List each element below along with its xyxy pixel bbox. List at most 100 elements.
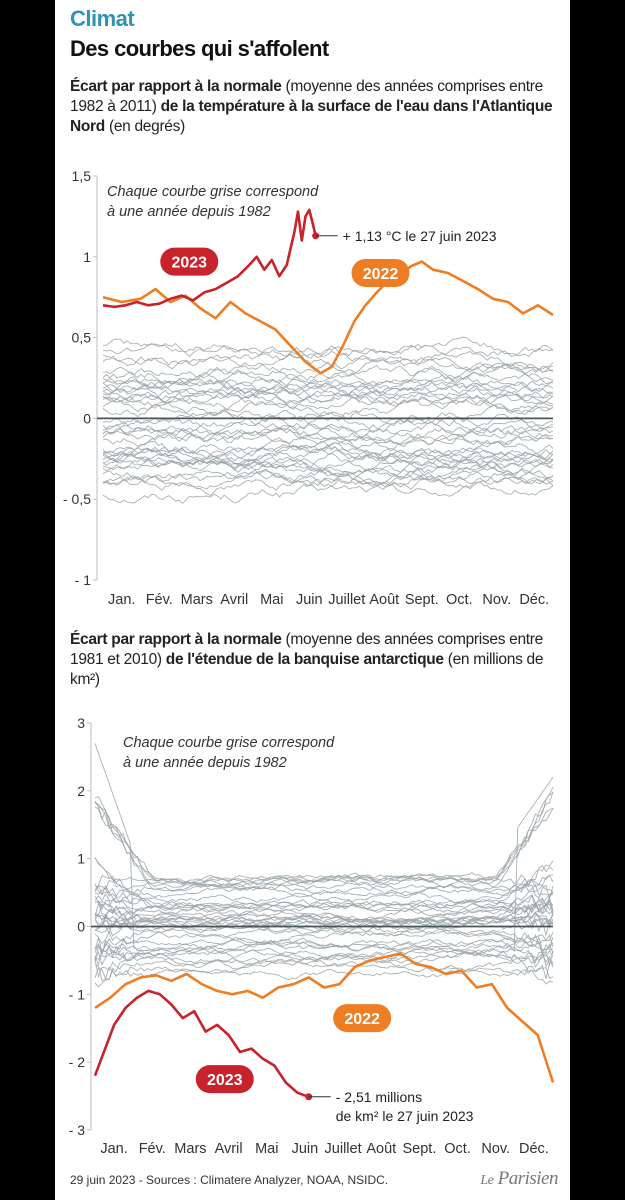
background-year-curve bbox=[102, 353, 554, 374]
series-label-text: 2022 bbox=[363, 266, 399, 283]
background-year-curve bbox=[94, 787, 554, 885]
y-tick-label: 3 bbox=[77, 715, 85, 731]
background-year-curve bbox=[102, 456, 554, 481]
x-tick-label: Mai bbox=[255, 1141, 278, 1157]
background-year-curve bbox=[94, 891, 554, 909]
background-year-curve bbox=[94, 883, 554, 921]
background-year-curve bbox=[94, 872, 553, 891]
chart2-subtitle: Écart par rapport à la normale (moyenne … bbox=[70, 630, 560, 690]
background-year-curve bbox=[102, 444, 554, 466]
series-label-text: 2023 bbox=[207, 1072, 243, 1089]
background-year-curve bbox=[94, 792, 554, 886]
y-tick-label: - 1 bbox=[75, 572, 92, 588]
annotation-text: - 2,51 millions bbox=[336, 1089, 422, 1105]
background-year-curve bbox=[94, 876, 554, 901]
background-year-curves bbox=[94, 743, 554, 988]
le-parisien-logo: Le Parisien bbox=[480, 1168, 558, 1190]
series-label-pill bbox=[333, 1004, 392, 1033]
background-year-curve bbox=[102, 469, 554, 490]
x-tick-label: Août bbox=[369, 592, 399, 608]
x-tick-label: Juillet bbox=[325, 1141, 362, 1157]
y-tick-label: - 2 bbox=[69, 1054, 86, 1070]
background-year-curve bbox=[94, 857, 554, 911]
logo-name: Parisien bbox=[497, 1168, 559, 1189]
background-year-curve bbox=[94, 915, 554, 936]
background-year-curve bbox=[94, 911, 554, 929]
background-year-curve bbox=[94, 901, 554, 926]
sst-anomaly-chart: - 1 - 0,5 0 0,5 1 1,5 Chaque courbe grise corr… bbox=[63, 168, 554, 608]
background-year-curve bbox=[94, 926, 554, 951]
background-year-curve bbox=[102, 371, 554, 396]
x-tick-label: Fév. bbox=[146, 592, 173, 608]
background-year-curve bbox=[102, 416, 554, 439]
chart1-subtitle: Écart par rapport à la normale (moyenne … bbox=[70, 77, 560, 137]
x-tick-label: Oct. bbox=[444, 1141, 471, 1157]
x-tick-label: Sept. bbox=[402, 1141, 436, 1157]
chart1-subtitle-bold-3: de la température à la surface de l'eau … bbox=[70, 98, 553, 135]
x-tick-label: Déc. bbox=[519, 1141, 549, 1157]
x-tick-label: Avril bbox=[220, 592, 248, 608]
series-label-pill bbox=[195, 1065, 254, 1094]
x-tick-label: Juin bbox=[292, 1141, 319, 1157]
background-year-curve bbox=[102, 448, 554, 470]
annotation-text: de km² le 27 juin 2023 bbox=[336, 1108, 474, 1124]
x-tick-label: Oct. bbox=[446, 592, 473, 608]
chart-note-line: à une année depuis 1982 bbox=[123, 755, 287, 771]
background-year-curve bbox=[102, 468, 554, 491]
chart-note-line: à une année depuis 1982 bbox=[107, 204, 271, 220]
background-year-curve bbox=[94, 947, 554, 968]
x-tick-label: Août bbox=[366, 1141, 396, 1157]
x-tick-label: Juillet bbox=[328, 592, 365, 608]
background-year-curve bbox=[94, 951, 554, 979]
x-tick-label: Jan. bbox=[108, 592, 135, 608]
annotation-text: + 1,13 °C le 27 juin 2023 bbox=[343, 228, 497, 244]
background-year-curve bbox=[94, 935, 554, 955]
y-tick-label: 0 bbox=[77, 919, 85, 935]
background-year-curve bbox=[102, 375, 554, 400]
background-year-curve bbox=[102, 453, 554, 473]
background-year-curve bbox=[94, 882, 554, 900]
y-tick-label: 1 bbox=[83, 249, 91, 265]
x-tick-label: Avril bbox=[215, 1141, 243, 1157]
x-tick-label: Jan. bbox=[100, 1141, 127, 1157]
chart2-subtitle-text-4: (en millions de km²) bbox=[70, 651, 544, 688]
background-year-curve bbox=[102, 468, 554, 497]
y-tick-label: 0 bbox=[83, 410, 91, 426]
background-year-curve bbox=[102, 376, 554, 398]
topic-label: Climat bbox=[70, 6, 135, 31]
background-year-curve bbox=[94, 743, 554, 951]
y-tick-label: 1,5 bbox=[72, 168, 92, 184]
background-year-curve bbox=[94, 949, 554, 966]
background-year-curve bbox=[102, 440, 554, 466]
x-tick-label: Fév. bbox=[139, 1141, 166, 1157]
y-tick-label: - 3 bbox=[69, 1122, 86, 1138]
x-tick-label: Sept. bbox=[405, 592, 439, 608]
logo-le: Le bbox=[480, 1173, 494, 1188]
chart2-subtitle-text-2: (moyenne des années comprises entre 1981… bbox=[70, 631, 543, 668]
chart2-subtitle-bold-3: de l'étendue de la banquise antarctique bbox=[165, 651, 444, 668]
background-year-curve bbox=[102, 336, 554, 358]
background-year-curve bbox=[102, 429, 554, 447]
series-label-pill bbox=[351, 258, 410, 287]
chart1-subtitle-text-4: (en degrés) bbox=[104, 118, 185, 135]
background-year-curve bbox=[102, 396, 554, 424]
x-tick-label: Mars bbox=[181, 592, 213, 608]
background-year-curve bbox=[102, 439, 554, 469]
x-tick-label: Nov. bbox=[482, 592, 511, 608]
series-line-2022 bbox=[94, 952, 555, 1083]
background-year-curve bbox=[102, 410, 554, 433]
x-tick-label: Nov. bbox=[481, 1141, 510, 1157]
background-year-curve bbox=[94, 939, 554, 988]
background-year-curve bbox=[102, 396, 554, 422]
series-label-text: 2023 bbox=[171, 255, 207, 272]
chart2-subtitle-bold-1: Écart par rapport à la normale bbox=[70, 631, 282, 648]
background-year-curve bbox=[102, 392, 554, 413]
background-year-curve bbox=[94, 791, 554, 888]
background-year-curve bbox=[94, 926, 554, 955]
headline: Des courbes qui s'affolent bbox=[70, 36, 329, 61]
background-year-curve bbox=[103, 385, 554, 407]
sources-line: 29 juin 2023 - Sources : Climatere Analy… bbox=[70, 1173, 389, 1187]
chart-note-line: Chaque courbe grise correspond bbox=[123, 735, 335, 751]
series-line-2022 bbox=[102, 260, 554, 375]
background-year-curve bbox=[102, 384, 554, 405]
